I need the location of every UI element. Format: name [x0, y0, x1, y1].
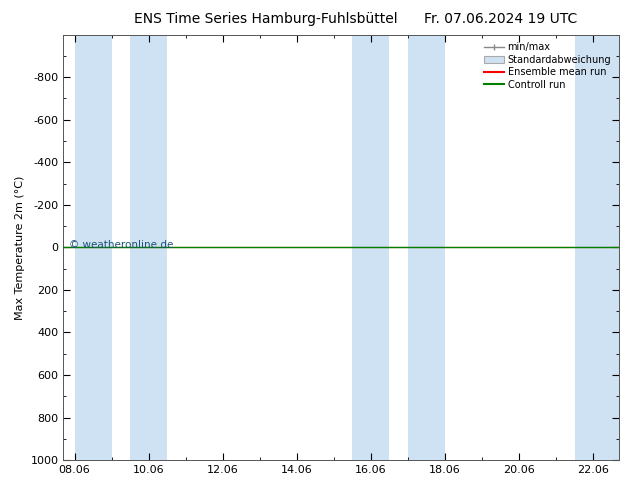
Bar	[130, 35, 167, 460]
Text: © weatheronline.de: © weatheronline.de	[69, 240, 173, 250]
Y-axis label: Max Temperature 2m (°C): Max Temperature 2m (°C)	[15, 175, 25, 319]
Text: Fr. 07.06.2024 19 UTC: Fr. 07.06.2024 19 UTC	[424, 12, 578, 26]
Bar	[353, 35, 389, 460]
Bar	[408, 35, 445, 460]
Legend: min/max, Standardabweichung, Ensemble mean run, Controll run: min/max, Standardabweichung, Ensemble me…	[481, 40, 614, 93]
Bar	[75, 35, 112, 460]
Text: ENS Time Series Hamburg-Fuhlsbüttel: ENS Time Series Hamburg-Fuhlsbüttel	[134, 12, 398, 26]
Bar	[574, 35, 619, 460]
